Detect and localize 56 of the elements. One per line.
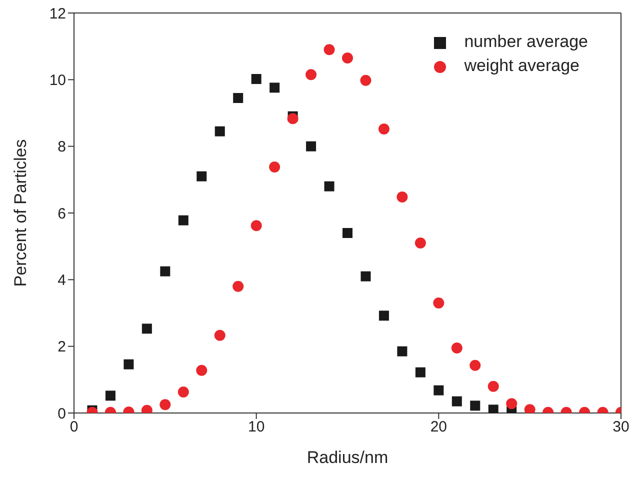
point (124, 359, 134, 370)
point (415, 367, 426, 378)
point (306, 69, 317, 80)
point (506, 398, 518, 410)
point (160, 266, 170, 276)
point (342, 228, 352, 238)
point (287, 113, 298, 124)
x-tick-label: 30 (612, 418, 630, 436)
point (396, 192, 408, 202)
y-tick-label: 12 (49, 5, 66, 22)
point (451, 342, 462, 354)
y-tick-label: 10 (49, 72, 66, 89)
point (397, 346, 408, 356)
point (470, 400, 480, 411)
point (178, 215, 188, 226)
point (324, 181, 334, 192)
point (414, 238, 426, 248)
x-tick-label: 20 (430, 418, 448, 436)
point (251, 74, 262, 84)
point (452, 396, 462, 406)
x-axis-title: Radius/nm (306, 448, 388, 467)
x-tick-label: 0 (70, 418, 78, 436)
x-tick-label: 10 (248, 418, 265, 436)
point (178, 386, 189, 398)
legend-label: number average (464, 32, 588, 51)
y-tick-label: 2 (58, 338, 66, 356)
y-tick-label: 8 (58, 138, 66, 156)
point (360, 74, 372, 86)
point (269, 162, 280, 172)
point (342, 52, 353, 64)
point (233, 93, 244, 103)
point (306, 141, 316, 152)
y-tick-label: 0 (58, 405, 66, 422)
y-tick-label: 6 (58, 205, 66, 222)
y-tick-label: 4 (58, 272, 66, 289)
point (196, 171, 207, 182)
y-axis-title: Percent of Particles (11, 139, 30, 287)
point (360, 271, 371, 282)
point (142, 324, 152, 334)
point (378, 310, 389, 321)
point (105, 390, 116, 401)
point (488, 380, 499, 392)
point (270, 82, 280, 93)
point (378, 124, 390, 134)
point (433, 298, 444, 308)
legend-label: weight average (464, 56, 580, 75)
point (214, 126, 225, 136)
point (324, 44, 335, 56)
point (160, 399, 171, 410)
point (214, 330, 226, 341)
point (470, 360, 481, 371)
point (196, 364, 208, 376)
point (488, 404, 498, 413)
point (232, 280, 244, 292)
point (434, 385, 444, 396)
point (250, 220, 262, 232)
